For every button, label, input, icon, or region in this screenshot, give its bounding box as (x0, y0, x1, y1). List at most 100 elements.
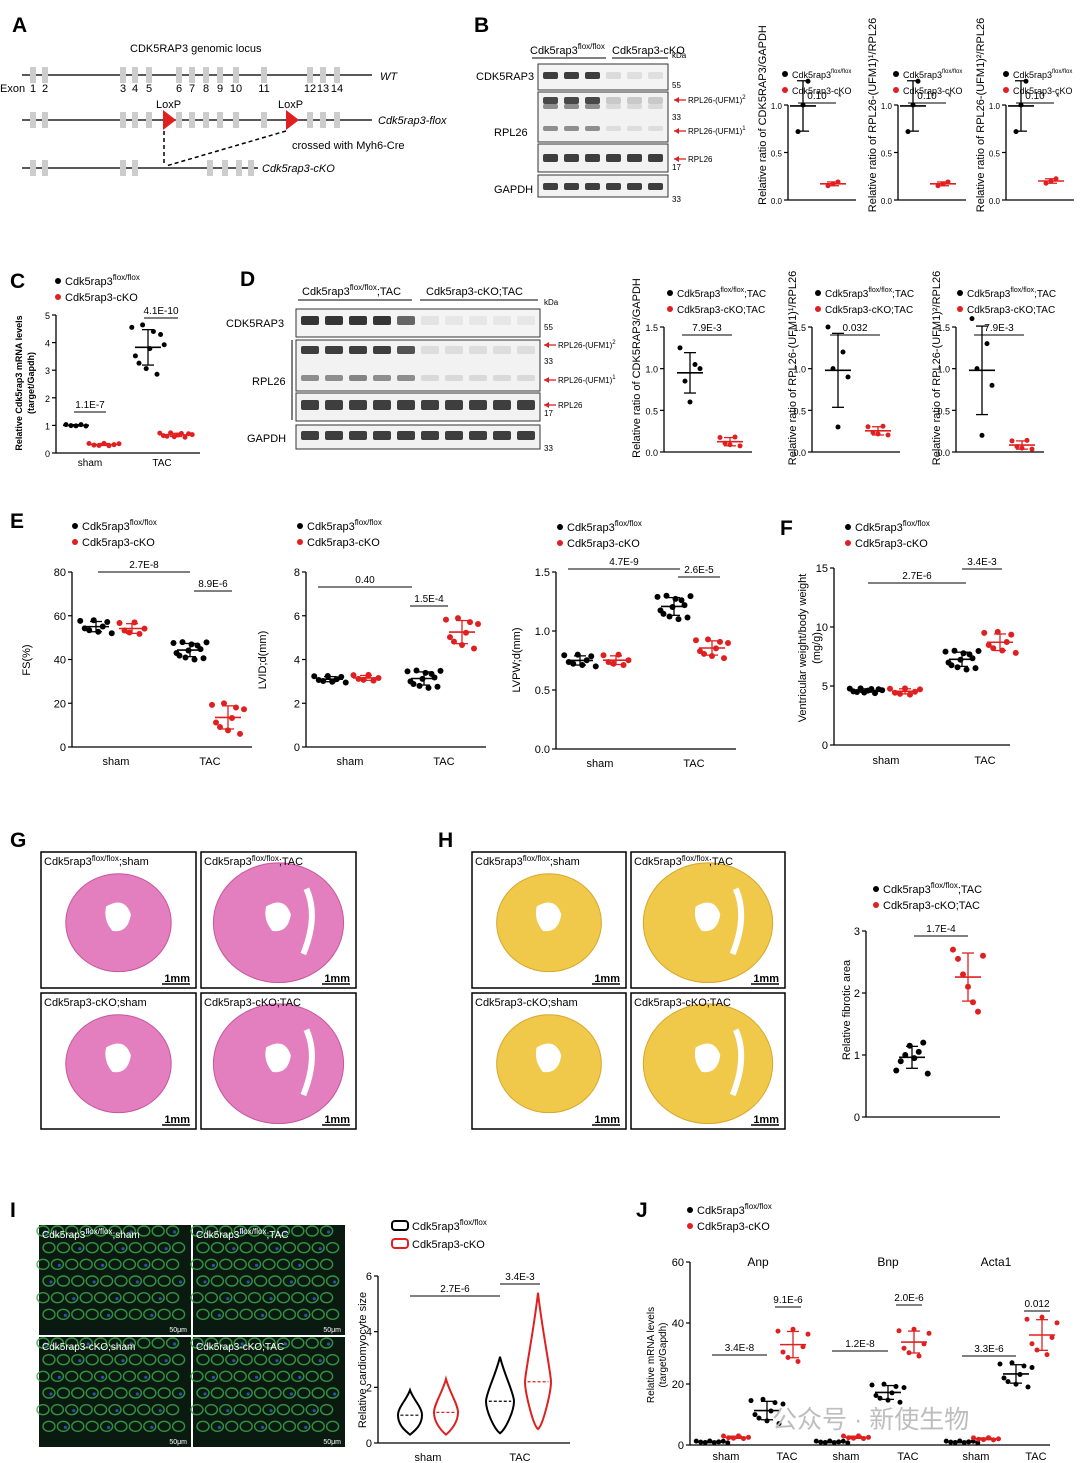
e-plot-0-data-point (108, 630, 115, 637)
e-plot-2-data-point (701, 650, 707, 657)
e-plot-1-data-point (311, 673, 318, 680)
i-nucleus (327, 1230, 331, 1234)
d-group1-label: Cdk5rap3flox/flox;TAC (302, 283, 401, 298)
j-gene-2-data-point (943, 1438, 949, 1444)
e-plot-1-data-point (355, 675, 362, 682)
panel-b-blot: Cdk5rap3flox/flox Cdk5rap3-cKO kDa CDK5R… (476, 42, 746, 204)
i-cell-outline (291, 1225, 305, 1237)
exon-number: 13 (317, 83, 329, 95)
j-gene-2-title: Acta1 (981, 1255, 1012, 1269)
c-p-value: 4.1E-10 (143, 306, 178, 317)
j-gene-1-data-point (896, 1328, 902, 1334)
i-nucleus (57, 1263, 62, 1267)
g-scale-label: 1mm (164, 973, 190, 985)
panel-f-plot: Cdk5rap3flox/flox Cdk5rap3-cKO 0 5 10 15 Ventr… (797, 519, 1019, 767)
i-cell-outline (253, 1275, 268, 1287)
d-plot-0-legend-label-1: Cdk5rap3-cKO;TAC (677, 305, 765, 316)
d-plot-2-data-point (1009, 438, 1015, 444)
blot-band (373, 431, 391, 440)
d-plot-0-p-value: 7.9E-3 (692, 323, 722, 334)
panel-label-d: D (240, 268, 255, 291)
c-y-tick-label: 1 (45, 421, 50, 431)
blot-band (325, 375, 343, 381)
f-data-point (972, 665, 979, 672)
exon-box-wt (320, 67, 326, 83)
blot-band (493, 346, 511, 354)
exon-box-wt (261, 67, 267, 83)
blot-band (301, 316, 319, 325)
i-cell-outline (190, 1337, 204, 1349)
d-plot-1-data-point (885, 432, 891, 438)
e-plot-1-y-tick-label: 0 (294, 742, 300, 754)
panel-letters: A B C D E F G H I J (10, 14, 793, 1222)
i-cell-outline (50, 1225, 65, 1237)
b-row-rpl26: RPL26 (494, 127, 528, 139)
i-cell-outline (282, 1308, 297, 1321)
e-plot-1-legend-marker-0 (297, 523, 303, 529)
j-gene-1-x-label: TAC (897, 1451, 918, 1463)
d-plot-1-legend-marker-0 (815, 290, 821, 296)
i-nucleus (232, 1247, 236, 1251)
i-nucleus (78, 1359, 82, 1363)
d-plot-0-y-tick-label: 0.5 (645, 406, 658, 416)
i-cell-outline (282, 1387, 297, 1399)
i-p-value: 2.7E-6 (440, 1284, 470, 1295)
j-gene-0-data-point (772, 1400, 778, 1406)
i-cell-outline (239, 1353, 253, 1366)
i-cell-outline (171, 1353, 186, 1366)
exon-box-flox (132, 112, 138, 128)
d-bands (301, 316, 535, 440)
b-plot-1-legend-label-0: Cdk5rap3flox/flox (903, 69, 962, 80)
i-cell-outline (151, 1337, 165, 1349)
c-legend-label-1: Cdk5rap3-cKO (65, 292, 138, 304)
blot-band (493, 375, 511, 381)
i-nucleus (107, 1313, 111, 1317)
i-cell-outline (196, 1275, 210, 1287)
blot-band (421, 346, 439, 354)
b-group1-label: Cdk5rap3flox/flox (530, 42, 605, 57)
g-rv-lumen (300, 1028, 315, 1097)
e-plot-2-data-point (588, 653, 595, 660)
exon-box-flox (320, 112, 326, 128)
i-cell-outline (253, 1308, 268, 1321)
j-gene-1-data-point (873, 1392, 879, 1398)
e-plot-0-data-point (213, 719, 219, 726)
blot-band (627, 126, 642, 131)
exon-box-flox (233, 112, 239, 128)
d-mw-17: 17 (544, 409, 553, 418)
i-cell-outline (143, 1275, 157, 1287)
d-plot-2-data-point (1029, 446, 1035, 452)
d-plot-1-y-tick-label: 0.0 (793, 448, 806, 458)
i-cell-outline (311, 1308, 325, 1321)
i-nucleus (246, 1392, 250, 1396)
g-scale-label: 1mm (164, 1114, 190, 1126)
e-plot-2-y-tick-label: 1.0 (535, 626, 550, 638)
i-cell-outline (305, 1337, 319, 1349)
i-cell-outline (128, 1241, 143, 1254)
e-plot-0-legend-label-0: Cdk5rap3flox/flox (82, 518, 157, 533)
d-plot-2-legend-marker-0 (957, 290, 963, 296)
b-plot-2-legend-label-1: Cdk5rap3-cKO (1013, 86, 1073, 96)
b-bands (543, 72, 663, 190)
i-cell-outline (233, 1225, 247, 1237)
h-image-label: Cdk5rap3flox/flox;TAC (634, 854, 733, 868)
f-legend-label-0: Cdk5rap3flox/flox (855, 519, 930, 534)
blot-band (373, 316, 391, 325)
i-cell-outline (210, 1308, 225, 1321)
i-cell-outline (210, 1275, 225, 1287)
i-cell-outline (137, 1337, 151, 1349)
i-cell-outline (151, 1370, 165, 1383)
exon-box-cko (236, 160, 242, 176)
c-y-tick-label: 0 (45, 449, 50, 459)
i-cell-outline (291, 1370, 305, 1383)
h-rv-lumen (729, 1028, 745, 1097)
i-cell-outline (143, 1353, 157, 1366)
i-cell-outline (99, 1387, 114, 1399)
e-plot-1-data-point (455, 615, 461, 622)
blot-band (627, 97, 642, 104)
i-cell-outline (311, 1275, 325, 1287)
j-legend-label-1: Cdk5rap3-cKO (697, 1221, 770, 1233)
b-plot-2-legend-marker-1 (1003, 87, 1009, 93)
i-cell-outline (65, 1337, 79, 1349)
i-nucleus (304, 1425, 308, 1429)
